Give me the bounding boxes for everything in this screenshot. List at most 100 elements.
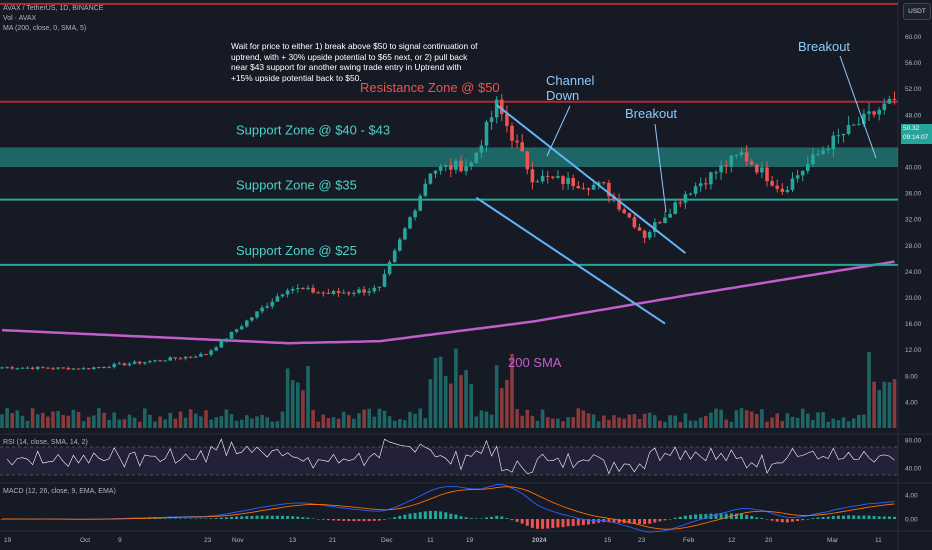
volume-bar [194,413,198,428]
candle-body [673,202,677,214]
macd-histogram-bar [184,518,188,519]
macd-histogram-bar [785,519,789,523]
volume-bar [459,375,463,428]
candle-body [724,165,728,167]
currency-button[interactable]: USDT [903,3,931,20]
volume-bar [811,419,815,428]
volume-bar [790,416,795,428]
channel-label: Channel [546,73,595,88]
candle-body [760,167,764,173]
volume-bar [306,366,310,428]
volume-bar [301,390,305,428]
y-tick-label: 36.00 [905,191,922,198]
candle-body [347,292,351,294]
candle-body [663,217,667,224]
volume-bar [469,384,473,428]
macd-histogram-bar [490,516,494,519]
macd-histogram-bar [699,514,703,519]
macd-histogram-bar [459,516,463,519]
candle-body [250,317,254,321]
macd-signal-line [2,486,895,530]
candle-body [734,154,739,156]
volume-bar [617,417,621,428]
candle-body [76,368,81,370]
volume-bar [857,415,861,428]
macd-histogram-bar [173,518,177,519]
volume-bar [316,421,320,428]
y-tick-label: 16.00 [905,321,922,328]
volume-bar [428,379,433,428]
volume-bar [61,414,65,428]
candle-body [403,228,407,240]
volume-bar [137,421,142,428]
macd-histogram-bar [745,514,749,519]
rsi-tick-label: 40.00 [905,466,922,473]
candle-body [551,176,555,178]
macd-histogram-bar [663,519,667,521]
candle-body [71,368,76,370]
macd-histogram-bar [770,519,774,521]
macd-histogram-bar [683,515,687,519]
volume-bar [347,415,351,428]
x-tick-label: 11 [427,537,434,544]
volume-bar [637,418,642,428]
macd-histogram-bar [321,519,325,520]
volume-bar [520,415,524,428]
candle-body [234,329,239,332]
macd-histogram-bar [362,519,366,522]
macd-histogram-bar [204,518,208,520]
candle-body [398,239,402,251]
volume-bar [163,419,167,428]
volume-bar [775,413,779,428]
candle-body [163,360,167,362]
volume-bar [183,417,188,428]
volume-bar [734,410,739,428]
macd-histogram-bar [632,519,636,524]
candle-body [270,301,275,307]
candle-body [81,368,86,370]
macd-histogram-bar [862,515,866,519]
volume-bar [719,409,723,428]
volume-bar [41,412,45,428]
y-tick-label: 28.00 [905,243,922,250]
macd-histogram-bar [418,512,422,519]
volume-bar [76,411,81,428]
candle-body [449,165,453,170]
candle-body [556,176,560,178]
volume-bar [704,415,708,428]
candle-body [20,367,25,369]
volume-bar [255,416,259,428]
volume-bar [642,413,647,428]
macd-histogram-bar [219,517,223,519]
candle-body [10,367,14,369]
macd-histogram-bar [734,513,738,519]
macd-histogram-bar [311,518,315,519]
macd-histogram-bar [485,517,488,519]
candle-body [137,361,142,364]
candle-body [653,222,657,233]
candle-body [857,124,861,126]
macd-histogram-bar [536,519,539,529]
volume-bar [739,408,744,428]
candle-body [607,182,611,197]
candle-body [464,166,468,172]
macd-histogram-bar [337,519,341,521]
volume-bar [800,408,805,428]
macd-histogram-bar [291,516,295,519]
macd-histogram-bar [306,517,310,519]
volume-bar [596,421,601,428]
macd-histogram-bar [530,519,534,528]
y-tick-label: 60.00 [905,34,922,41]
candle-body [122,363,127,366]
macd-histogram-bar [428,510,432,519]
candle-body [642,230,647,238]
candle-body [255,311,259,318]
macd-histogram-bar [719,513,723,519]
volume-bar [209,419,213,428]
candle-body [571,178,575,187]
macd-histogram-bar [638,519,641,525]
volume-bar [0,414,4,428]
candle-body [178,358,183,360]
candle-body [576,186,581,189]
